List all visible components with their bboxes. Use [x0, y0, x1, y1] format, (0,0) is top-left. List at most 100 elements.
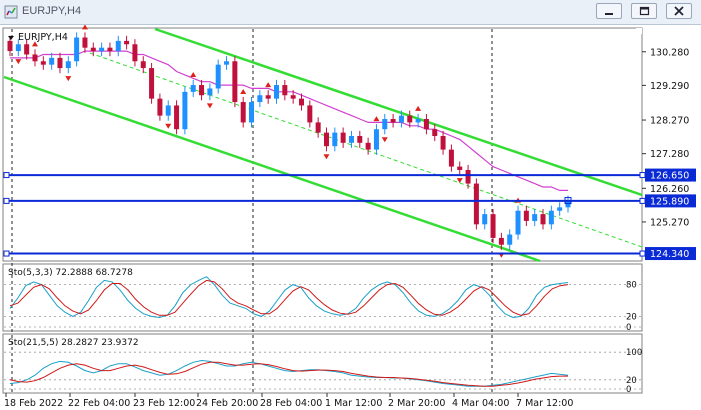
- candle-body[interactable]: [340, 132, 346, 143]
- candle-body[interactable]: [57, 57, 63, 69]
- candle-body[interactable]: [40, 61, 46, 65]
- candle-body[interactable]: [157, 98, 163, 116]
- candle-body[interactable]: [265, 95, 271, 99]
- candle-body[interactable]: [532, 214, 538, 221]
- candle-body[interactable]: [432, 129, 438, 137]
- candle-body[interactable]: [274, 85, 280, 99]
- candle-body[interactable]: [149, 68, 155, 99]
- candle-body[interactable]: [465, 169, 471, 184]
- candle-body[interactable]: [315, 122, 321, 133]
- minimize-icon: [605, 13, 613, 15]
- candle-body[interactable]: [290, 95, 296, 99]
- candle-body[interactable]: [515, 210, 521, 235]
- candle-body[interactable]: [457, 166, 463, 170]
- level-handle-left[interactable]: [3, 197, 10, 204]
- candle-body[interactable]: [473, 183, 479, 225]
- candle-body[interactable]: [90, 47, 96, 52]
- candle-body[interactable]: [398, 115, 404, 123]
- candle-body[interactable]: [498, 237, 504, 245]
- close-icon: [674, 6, 684, 16]
- candle-body[interactable]: [99, 47, 105, 52]
- fractal-down-arrow: [456, 178, 463, 184]
- stoch-slow-label: Sto(21,5,5) 28.2827 23.9372: [8, 338, 139, 348]
- moving-average-line: [10, 50, 568, 191]
- candle-body[interactable]: [382, 119, 388, 130]
- stoch-level-label: 80: [626, 281, 637, 291]
- candle-body[interactable]: [224, 61, 230, 65]
- candle-body[interactable]: [7, 40, 13, 52]
- candle-body[interactable]: [407, 115, 413, 123]
- candle-body[interactable]: [115, 40, 121, 52]
- candle-body[interactable]: [557, 207, 563, 211]
- candle-body[interactable]: [124, 40, 130, 45]
- candle-body[interactable]: [232, 61, 238, 103]
- candle-body[interactable]: [182, 91, 188, 130]
- minimize-button[interactable]: [596, 3, 622, 19]
- window-title: EURJPY,H4: [22, 5, 82, 17]
- restore-button[interactable]: [631, 3, 657, 19]
- candle-body[interactable]: [65, 61, 71, 69]
- fractal-up-arrow: [415, 105, 422, 111]
- candle-body[interactable]: [249, 102, 255, 123]
- candle-body[interactable]: [74, 37, 80, 62]
- candle-body[interactable]: [107, 47, 113, 52]
- candle-body[interactable]: [357, 136, 363, 143]
- level-price-label: 126.650: [650, 171, 689, 182]
- candle-body[interactable]: [490, 214, 496, 238]
- candle-body[interactable]: [448, 149, 454, 167]
- candle-body[interactable]: [415, 119, 421, 123]
- level-handle-right[interactable]: [639, 197, 646, 204]
- stochastic-slow-panel[interactable]: [2, 333, 643, 394]
- candle-body[interactable]: [24, 44, 30, 55]
- candle-body[interactable]: [215, 64, 221, 89]
- candle-body[interactable]: [482, 214, 488, 225]
- dropdown-triangle-icon[interactable]: [8, 36, 14, 40]
- candle-body[interactable]: [523, 210, 529, 221]
- channel-upper-line[interactable]: [154, 27, 643, 197]
- price-panel[interactable]: [2, 27, 643, 262]
- candle-body[interactable]: [423, 119, 429, 130]
- candle-body[interactable]: [348, 136, 354, 143]
- candle-body[interactable]: [365, 142, 371, 150]
- candle-body[interactable]: [15, 44, 21, 52]
- candle-body[interactable]: [373, 129, 379, 150]
- level-handle-left[interactable]: [3, 172, 10, 179]
- chart-area[interactable]: 126.650 125.890 124.340 130.280 129.290 128.…: [0, 25, 701, 410]
- level-price-tag: [645, 194, 696, 208]
- candle-body[interactable]: [240, 102, 246, 123]
- fractal-down-arrow: [381, 137, 388, 143]
- y-tick-label: 126.260: [650, 184, 689, 195]
- y-tick-label: 125.270: [650, 217, 689, 228]
- candle-body[interactable]: [174, 105, 180, 130]
- x-tick-label: 23 Feb 12:00: [133, 398, 195, 409]
- candle-body[interactable]: [548, 210, 554, 225]
- candle-body[interactable]: [540, 214, 546, 225]
- candle-body[interactable]: [32, 54, 38, 62]
- level-handle-left[interactable]: [3, 250, 10, 257]
- candle-body[interactable]: [323, 132, 329, 147]
- candle-body[interactable]: [165, 105, 171, 116]
- candle-body[interactable]: [140, 61, 146, 69]
- candle-body[interactable]: [282, 85, 288, 96]
- candle-body[interactable]: [199, 85, 205, 96]
- candle-body[interactable]: [132, 44, 138, 62]
- candle-body[interactable]: [190, 85, 196, 92]
- candle-body[interactable]: [82, 37, 88, 48]
- candle-body[interactable]: [49, 57, 55, 65]
- level-price-label: 124.340: [650, 249, 689, 260]
- candle-body[interactable]: [507, 234, 513, 245]
- candle-body[interactable]: [298, 98, 304, 106]
- candle-body[interactable]: [390, 119, 396, 123]
- panel-corner: [636, 28, 642, 34]
- candle-body[interactable]: [307, 105, 313, 123]
- stoch-main-line: [9, 276, 569, 319]
- channel-lower-line[interactable]: [3, 75, 541, 263]
- level-handle-right[interactable]: [639, 172, 646, 179]
- candle-body[interactable]: [440, 136, 446, 150]
- close-button[interactable]: [666, 3, 692, 19]
- candle-body[interactable]: [257, 95, 263, 103]
- candle-body[interactable]: [332, 132, 338, 147]
- level-handle-right[interactable]: [639, 250, 646, 257]
- candle-body[interactable]: [207, 88, 213, 96]
- level-price-tag: [645, 168, 696, 182]
